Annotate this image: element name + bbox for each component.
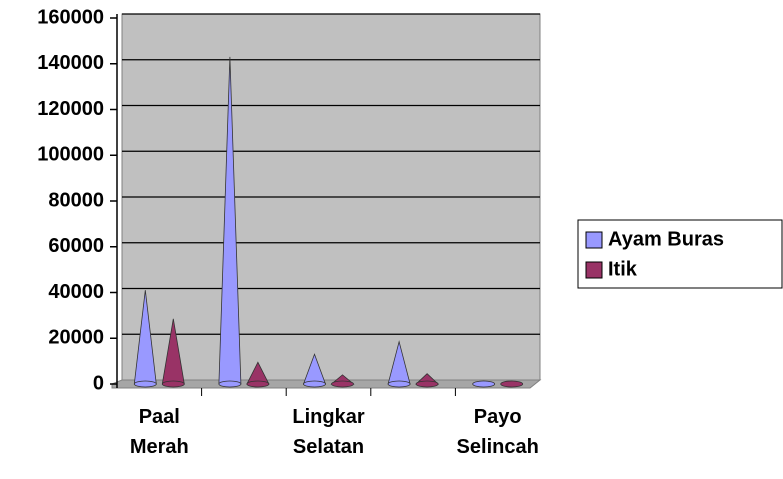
y-tick-label: 20000 [48,327,104,349]
legend [577,219,783,289]
x-tick-label: Paal Merah [129,406,189,458]
cone-base [500,380,524,388]
legend-label: Ayam Buras [608,228,724,250]
y-tick-label: 160000 [37,6,104,28]
y-tick-label: 80000 [48,189,104,211]
cone-base [246,380,270,388]
cone-base [218,380,242,388]
legend-label: Itik [608,258,638,280]
cone-base [415,380,439,388]
y-tick-label: 120000 [37,98,104,120]
cone-base [331,380,354,388]
cone-base [133,380,157,388]
cone-base [472,380,496,388]
cone-base [387,380,411,388]
y-tick-label: 0 [93,372,104,394]
y-tick-label: 100000 [37,144,104,166]
y-tick-label: 140000 [37,52,104,74]
cone-base [303,380,326,388]
cone-base [161,380,185,388]
y-tick-label: 40000 [48,281,104,303]
legend-swatch [585,231,603,249]
x-tick-label: Lingkar Selatan [292,406,365,458]
legend-swatch [585,261,603,279]
y-tick-label: 60000 [48,235,104,257]
x-tick-label: Payo Selincah [456,406,539,458]
